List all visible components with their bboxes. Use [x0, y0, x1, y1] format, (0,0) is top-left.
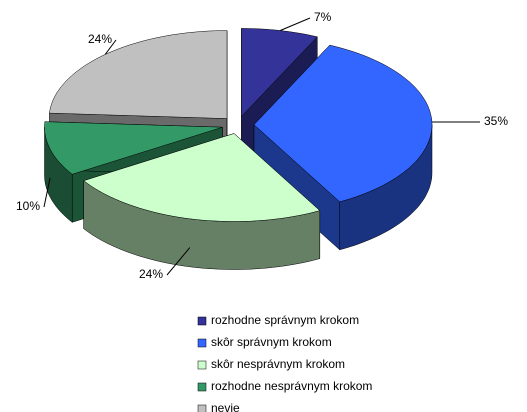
legend-label: rozhodne nesprávnym krokom	[211, 379, 372, 393]
legend-swatch	[197, 404, 207, 412]
legend-label: skôr nesprávnym krokom	[211, 357, 345, 371]
legend-swatch	[197, 316, 207, 326]
slice-top	[83, 133, 321, 222]
slice-top	[49, 30, 228, 119]
data-label: 24%	[88, 32, 112, 46]
leader-line	[43, 177, 51, 208]
leader-line	[104, 39, 117, 55]
legend-label: rozhodne správnym krokom	[211, 313, 359, 327]
data-label: 7%	[314, 10, 332, 24]
slice	[83, 132, 321, 270]
legend-swatch	[197, 360, 207, 370]
slice-top	[44, 121, 223, 175]
slice	[253, 44, 433, 251]
leader-line	[280, 17, 311, 31]
data-label: 35%	[484, 114, 508, 128]
legend-swatch	[197, 338, 207, 348]
data-label: 10%	[16, 199, 40, 213]
legend-swatch	[197, 382, 207, 392]
data-label: 24%	[139, 267, 163, 281]
leader-line	[166, 247, 191, 276]
legend-label: nevie	[211, 401, 240, 412]
legend-label: skôr správnym krokom	[211, 335, 332, 349]
